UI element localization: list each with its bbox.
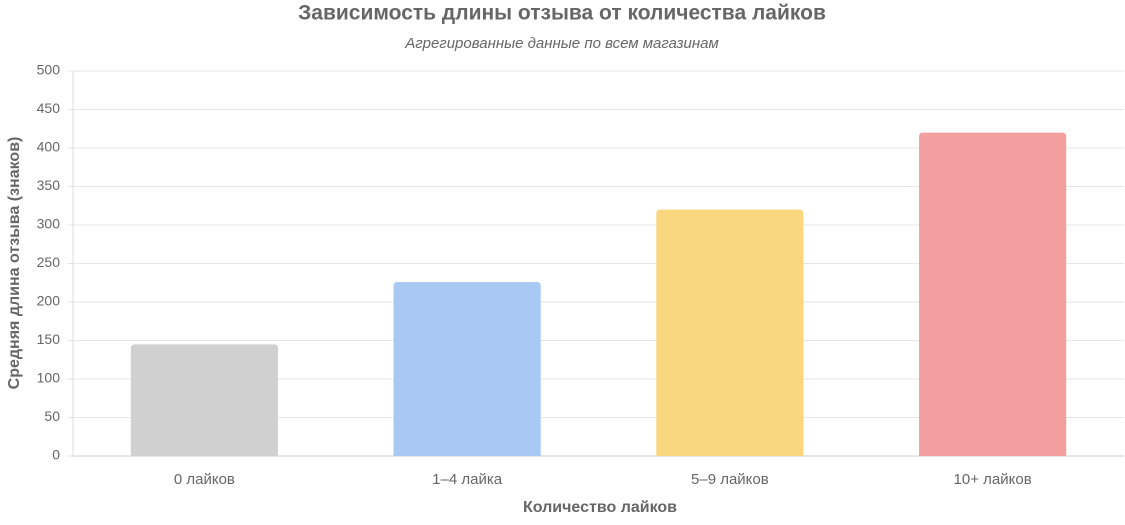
y-tick-label: 100 (37, 370, 61, 386)
bar (393, 281, 541, 456)
y-tick-label: 50 (44, 408, 60, 424)
y-tick-label: 350 (37, 177, 61, 193)
x-axis-title: Количество лайков (523, 499, 677, 516)
chart-subtitle: Агрегированные данные по всем магазинам (404, 35, 719, 52)
y-tick-label: 450 (37, 100, 61, 116)
y-tick-label: 0 (52, 447, 60, 463)
y-tick-label: 300 (37, 216, 61, 232)
y-tick-label: 500 (37, 62, 61, 78)
x-tick-label: 1–4 лайка (432, 471, 503, 488)
y-tick-label: 400 (37, 139, 61, 155)
bar (130, 344, 278, 456)
x-tick-label: 10+ лайков (954, 471, 1032, 488)
y-tick-label: 200 (37, 293, 61, 309)
chart-title: Зависимость длины отзыва от количества л… (298, 2, 826, 25)
x-tick-label: 0 лайков (174, 471, 235, 488)
bar (919, 132, 1067, 456)
x-tick-label: 5–9 лайков (691, 471, 769, 488)
y-tick-label: 250 (37, 254, 61, 270)
bar (656, 209, 804, 456)
y-axis-title: Средняя длина отзыва (знаков) (6, 137, 23, 390)
y-tick-label: 150 (37, 331, 61, 347)
